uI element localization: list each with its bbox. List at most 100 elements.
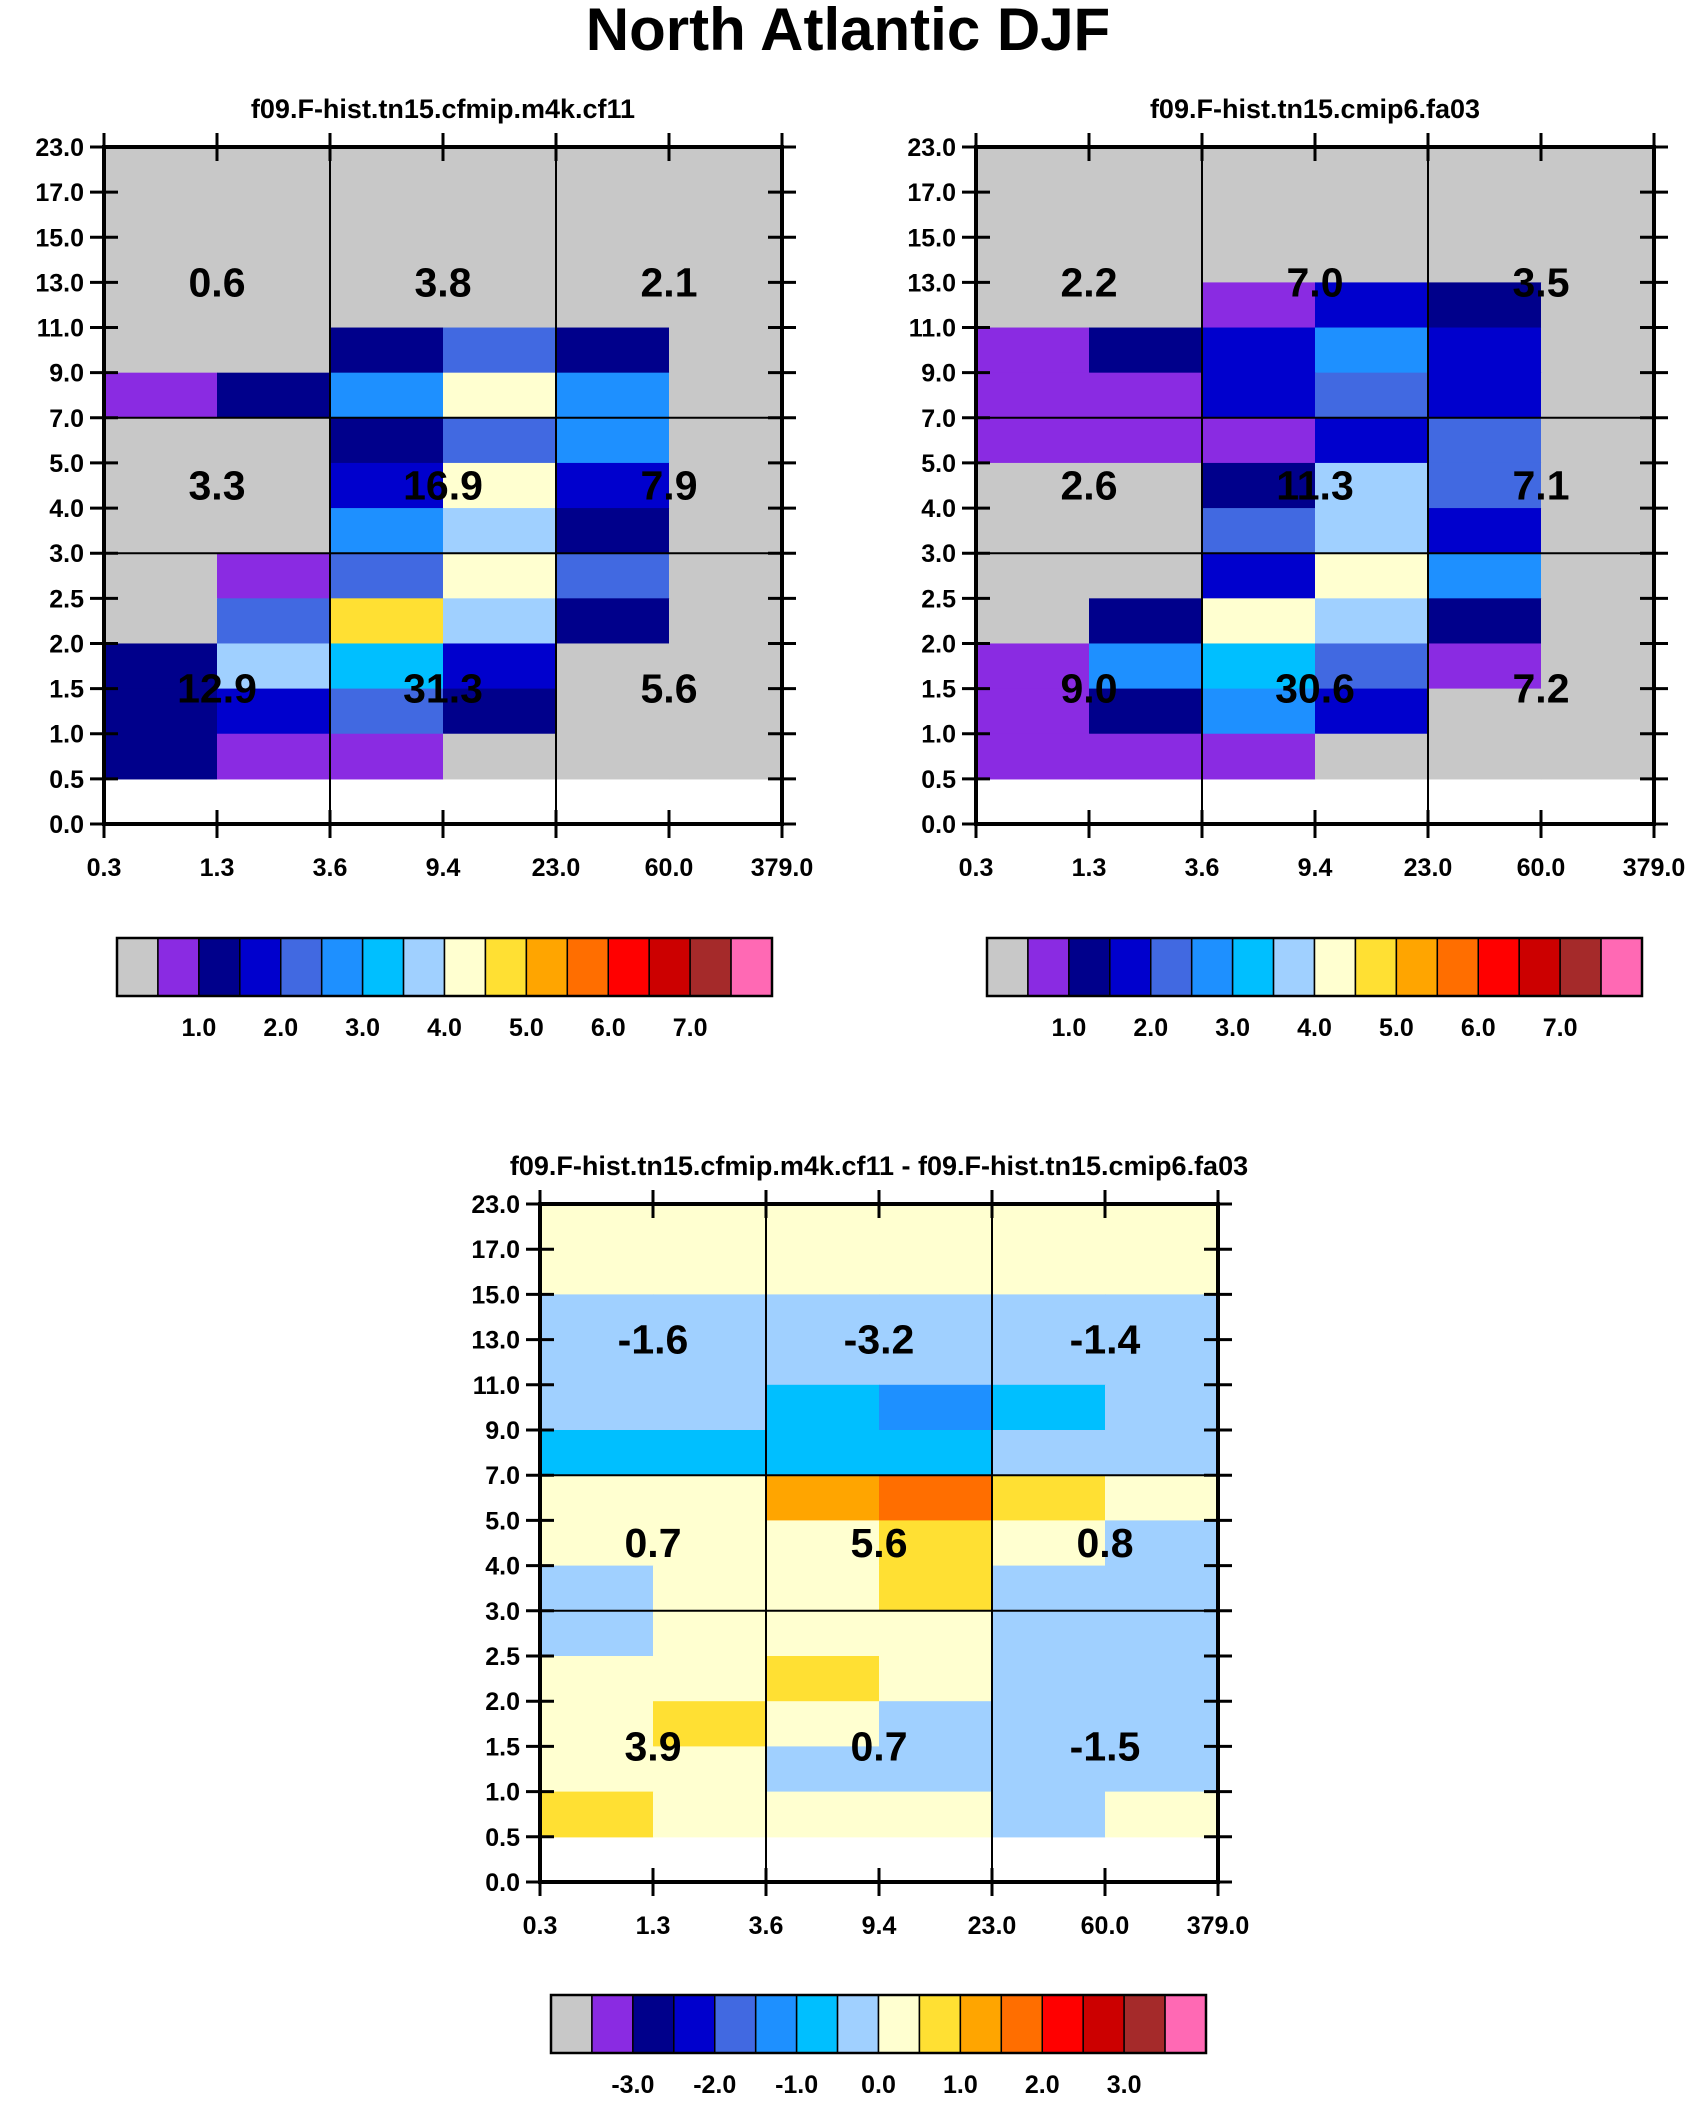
heatmap-cell bbox=[330, 733, 444, 780]
heatmap-cell bbox=[1428, 327, 1542, 374]
region-value-label: 16.9 bbox=[403, 463, 483, 509]
heatmap-cell bbox=[1428, 417, 1542, 464]
x-tick-label: 3.6 bbox=[313, 854, 348, 882]
heatmap-cell bbox=[540, 1791, 654, 1838]
heatmap-cell bbox=[217, 733, 331, 780]
colorbar-swatch bbox=[1068, 937, 1111, 997]
colorbar-tick-label: 4.0 bbox=[1297, 1014, 1332, 1042]
colorbar-swatch bbox=[198, 937, 241, 997]
heatmap-cell bbox=[669, 688, 783, 735]
region-value-label: 3.9 bbox=[625, 1723, 682, 1769]
heatmap-cell bbox=[1089, 192, 1203, 238]
heatmap-cell bbox=[104, 733, 218, 780]
panel-3: 0.0 0.5 1.0 1.5 2.0 2.5 3.0 4.0 5.0 7.0 9.0 11.0 13.… bbox=[471, 1151, 1249, 2099]
colorbar-swatch bbox=[566, 937, 609, 997]
heatmap-cell bbox=[1315, 192, 1429, 238]
heatmap-cell bbox=[669, 327, 783, 374]
heatmap-cell bbox=[1541, 462, 1655, 509]
heatmap-cell bbox=[976, 372, 1090, 419]
colorbar-tick-label: -2.0 bbox=[693, 2071, 736, 2099]
heatmap-cell bbox=[1541, 417, 1655, 464]
heatmap-cell bbox=[443, 598, 557, 645]
heatmap-cell bbox=[1428, 237, 1542, 283]
y-tick-label: 17.0 bbox=[471, 1236, 520, 1264]
y-tick-label: 17.0 bbox=[907, 179, 956, 207]
heatmap-cell bbox=[879, 1701, 993, 1747]
heatmap-cell bbox=[879, 1791, 993, 1838]
colorbar-swatch bbox=[1559, 937, 1602, 997]
heatmap-cell bbox=[879, 1475, 993, 1521]
heatmap-cell bbox=[1428, 643, 1542, 690]
region-value-label: 2.6 bbox=[1061, 463, 1118, 509]
y-tick-label: 23.0 bbox=[907, 134, 956, 162]
y-tick-label: 11.0 bbox=[473, 1372, 520, 1400]
heatmap-cell bbox=[1428, 282, 1542, 329]
heatmap-cell bbox=[1089, 643, 1203, 690]
heatmap-cell bbox=[879, 1249, 993, 1295]
colorbar-tick-label: 3.0 bbox=[1107, 2071, 1142, 2099]
heatmap-cell bbox=[976, 192, 1090, 238]
heatmap-cell bbox=[879, 1339, 993, 1386]
heatmap-cell bbox=[1428, 508, 1542, 554]
heatmap-cell bbox=[992, 1791, 1106, 1838]
colorbar-tick-label: 3.0 bbox=[345, 1014, 380, 1042]
x-tick-label: 1.3 bbox=[200, 854, 235, 882]
colorbar-swatch bbox=[1027, 937, 1070, 997]
y-tick-label: 1.0 bbox=[49, 721, 84, 749]
heatmap-cell bbox=[1315, 598, 1429, 645]
colorbar-swatch bbox=[550, 1994, 593, 2054]
region-value-label: 3.3 bbox=[189, 463, 246, 509]
heatmap-cell bbox=[992, 1204, 1106, 1250]
colorbar-swatch bbox=[730, 937, 773, 997]
heatmap-cell bbox=[1315, 462, 1429, 509]
y-tick-label: 2.5 bbox=[49, 585, 84, 613]
heatmap-cell bbox=[556, 147, 670, 193]
heatmap-cell bbox=[556, 192, 670, 238]
heatmap-cell bbox=[766, 1384, 880, 1431]
heatmap-cell bbox=[330, 462, 444, 509]
heatmap-cell bbox=[540, 1294, 654, 1341]
region-value-label: -3.2 bbox=[844, 1317, 915, 1363]
y-tick-label: 13.0 bbox=[471, 1327, 520, 1355]
colorbar-swatch bbox=[1354, 937, 1398, 997]
colorbar: 1.0 2.0 3.0 4.0 5.0 6.0 7.0 bbox=[985, 936, 1644, 1042]
x-tick-label: 3.6 bbox=[749, 1912, 784, 1940]
x-tick-label: 0.3 bbox=[87, 854, 122, 882]
x-tick-label: 379.0 bbox=[751, 854, 814, 882]
y-tick-label: 0.0 bbox=[49, 811, 84, 839]
heatmap-cell bbox=[976, 643, 1090, 690]
heatmap-cell bbox=[976, 237, 1090, 283]
heatmap-cell bbox=[330, 282, 444, 329]
heatmap-cell bbox=[669, 417, 783, 464]
heatmap-cell bbox=[443, 462, 557, 509]
heatmap-cell bbox=[1089, 733, 1203, 780]
heatmap-cell bbox=[653, 1565, 767, 1612]
heatmap-cell bbox=[1315, 508, 1429, 554]
region-value-label: -1.6 bbox=[618, 1317, 689, 1363]
heatmap-cell bbox=[1089, 372, 1203, 419]
heatmap-cell bbox=[217, 643, 331, 690]
x-tick-label: 9.4 bbox=[426, 854, 461, 882]
heatmap-cell bbox=[669, 643, 783, 690]
region-value-label: 9.0 bbox=[1061, 666, 1118, 712]
colorbar-tick-label: 7.0 bbox=[673, 1014, 708, 1042]
heatmap-cell bbox=[330, 688, 444, 735]
heatmap-cell bbox=[879, 1204, 993, 1250]
colorbar-swatch bbox=[1313, 937, 1357, 997]
y-tick-label: 5.0 bbox=[49, 450, 84, 478]
heatmap-cell bbox=[104, 688, 218, 735]
heatmap-cell bbox=[653, 1384, 767, 1431]
x-tick-label: 9.4 bbox=[1298, 854, 1333, 882]
heatmap-cell bbox=[1105, 1565, 1219, 1612]
colorbar-tick-label: 7.0 bbox=[1543, 1014, 1578, 1042]
heatmap-cell bbox=[217, 462, 331, 509]
colorbar-swatch bbox=[402, 937, 446, 997]
heatmap-cell bbox=[443, 192, 557, 238]
y-tick-label: 15.0 bbox=[907, 224, 956, 252]
heatmap-cell bbox=[1541, 643, 1655, 690]
heatmap-cell bbox=[1089, 417, 1203, 464]
heatmap-cell bbox=[653, 1249, 767, 1295]
heatmap-cell bbox=[669, 372, 783, 419]
colorbar-frame bbox=[985, 936, 1644, 998]
